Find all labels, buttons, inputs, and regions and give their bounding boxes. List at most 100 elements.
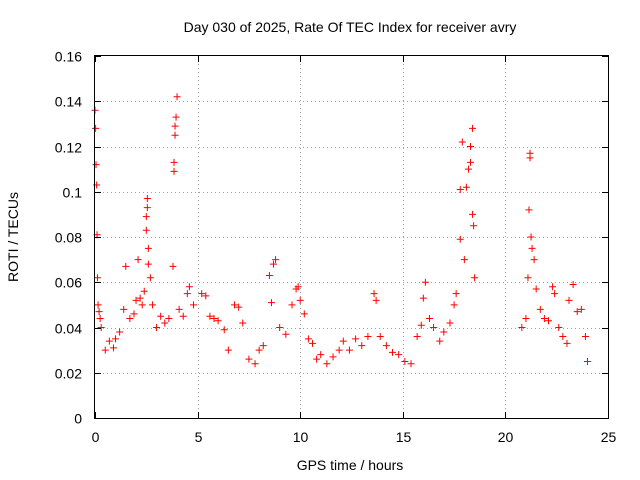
data-point: [300, 310, 308, 318]
data-point: [189, 301, 197, 309]
x-tick-labels: 0 5 10 15 20 25: [92, 429, 617, 445]
data-point: [469, 210, 477, 218]
data-point: [143, 195, 151, 203]
data-point: [97, 324, 105, 331]
data-point: [551, 290, 559, 298]
data-point: [143, 204, 151, 212]
x-tick-label: 5: [195, 429, 203, 445]
data-point: [395, 351, 403, 359]
data-point: [460, 256, 468, 264]
data-point: [265, 271, 273, 279]
data-point: [370, 290, 378, 298]
data-point: [170, 158, 178, 166]
data-point: [96, 314, 104, 322]
x-tick-label: 15: [396, 429, 412, 445]
y-tick-label: 0.08: [55, 230, 82, 246]
data-point: [210, 314, 218, 322]
axis-ticks: [95, 56, 609, 419]
data-point: [276, 324, 284, 331]
x-tick-label: 0: [92, 429, 100, 445]
data-point: [518, 324, 526, 331]
data-point: [358, 342, 366, 350]
data-point: [436, 337, 444, 345]
data-point: [153, 324, 161, 331]
data-point: [148, 301, 156, 309]
data-point: [179, 312, 187, 320]
data-point: [294, 283, 302, 291]
data-point: [112, 335, 120, 343]
data-point: [421, 278, 429, 286]
data-point: [105, 337, 113, 345]
data-point: [92, 161, 100, 169]
data-point: [382, 342, 390, 350]
data-point: [329, 353, 337, 361]
data-point: [532, 285, 540, 293]
data-point: [464, 165, 472, 173]
data-point: [171, 131, 179, 139]
data-point: [471, 274, 479, 282]
plot-frame: [94, 55, 609, 419]
data-point: [565, 296, 573, 304]
data-point: [282, 330, 290, 338]
data-point: [467, 143, 475, 150]
x-axis-title: GPS time / hours: [297, 457, 404, 473]
data-point: [136, 294, 144, 302]
data-point: [440, 328, 448, 336]
data-point: [456, 235, 464, 243]
data-point: [202, 292, 210, 300]
data-points: [91, 93, 591, 368]
x-tick-label: 25: [601, 429, 617, 445]
data-point: [239, 319, 247, 327]
data-point: [288, 301, 296, 309]
data-point: [389, 348, 397, 356]
data-point: [309, 339, 317, 347]
data-point: [462, 183, 470, 191]
y-tick-label: 0.16: [55, 49, 82, 65]
data-point: [93, 274, 101, 282]
data-point: [146, 274, 154, 282]
data-point: [198, 290, 206, 298]
data-point: [376, 333, 384, 341]
data-point: [255, 346, 263, 354]
data-point: [313, 355, 321, 363]
data-point: [109, 344, 117, 352]
data-point: [525, 206, 533, 214]
data-point: [259, 342, 267, 350]
data-point: [132, 296, 140, 304]
data-point: [270, 260, 278, 268]
data-point: [458, 138, 466, 146]
y-tick-label: 0.06: [55, 275, 82, 291]
data-point: [425, 314, 433, 322]
data-point: [165, 314, 173, 322]
y-tick-label: 0.12: [55, 140, 82, 156]
data-point: [172, 113, 180, 121]
data-point: [364, 333, 372, 341]
data-point: [317, 351, 325, 359]
data-point: [130, 310, 138, 318]
grid-lines: [95, 56, 608, 418]
x-tick-label: 20: [498, 429, 514, 445]
data-point: [185, 283, 193, 291]
data-point: [171, 122, 179, 130]
data-point: [214, 317, 222, 325]
data-point: [142, 213, 150, 221]
y-tick-label: 0.14: [55, 94, 82, 110]
data-point: [352, 335, 360, 343]
data-point: [175, 305, 183, 313]
data-point: [170, 167, 178, 175]
data-point: [173, 93, 181, 101]
data-point: [95, 308, 103, 316]
data-point: [417, 321, 425, 329]
data-point: [452, 290, 460, 298]
data-point: [563, 339, 571, 347]
data-point: [183, 290, 191, 298]
data-point: [419, 294, 427, 302]
data-point: [251, 360, 259, 368]
data-point: [272, 256, 280, 264]
data-point: [456, 185, 464, 193]
data-point: [169, 262, 177, 270]
data-point: [527, 233, 535, 241]
data-point: [530, 256, 538, 264]
y-tick-label: 0: [74, 411, 82, 427]
